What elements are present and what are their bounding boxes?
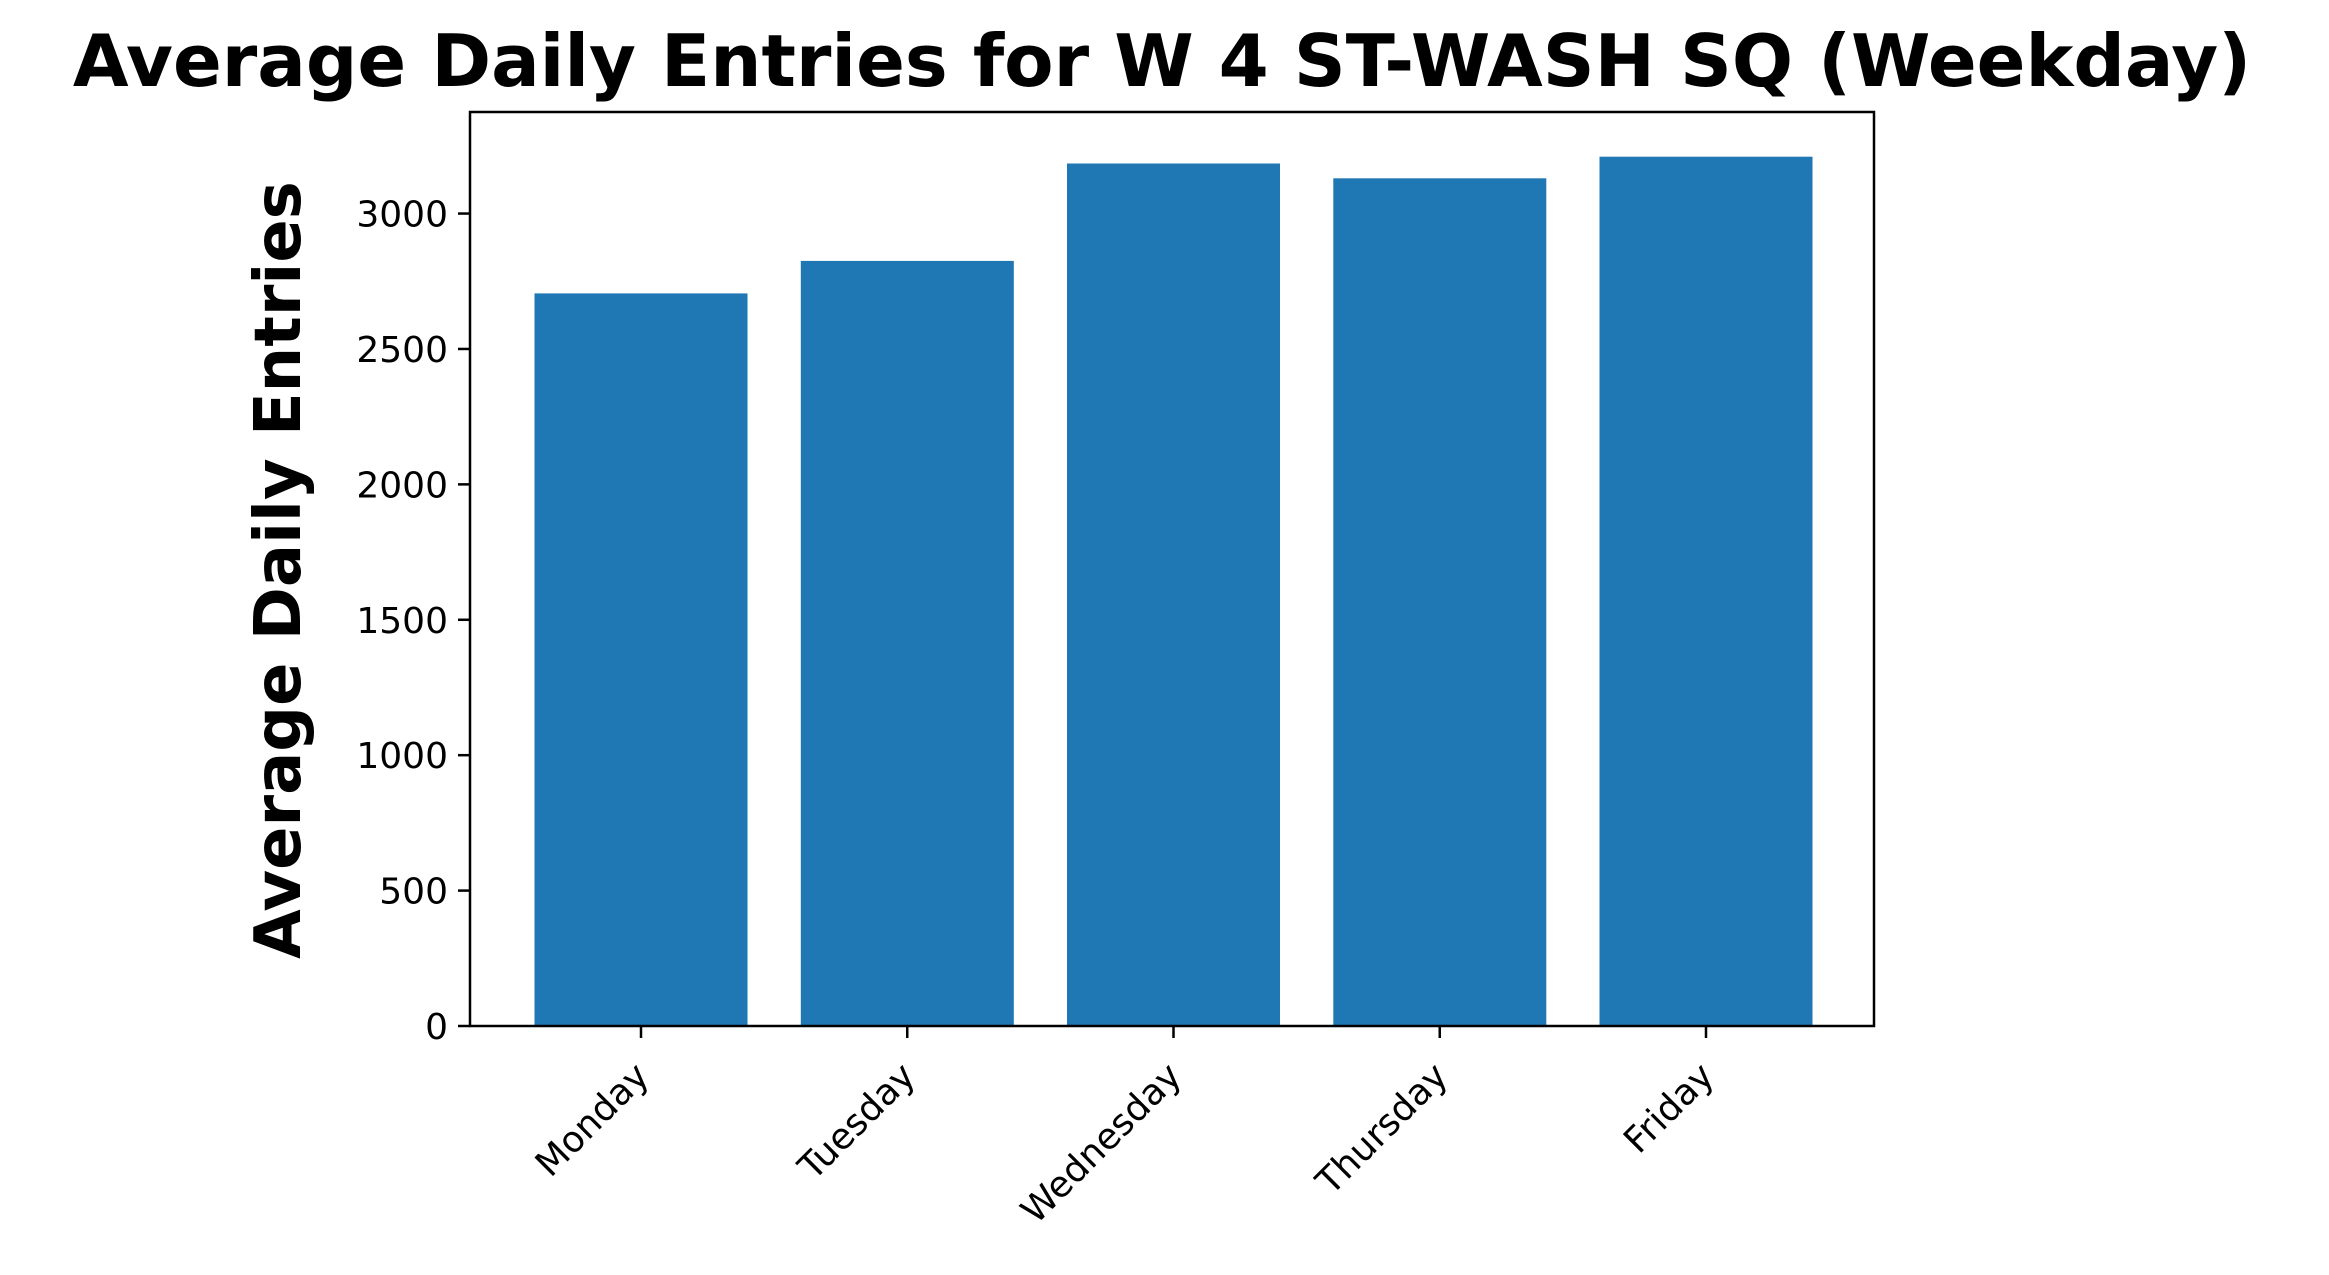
y-tick-label: 1000 <box>356 736 448 777</box>
y-tick-label: 2500 <box>356 330 448 371</box>
x-tick-label-tuesday: Tuesday <box>790 1055 923 1188</box>
y-axis-label: Average Daily Entries <box>242 181 316 959</box>
y-tick-label: 500 <box>379 872 448 913</box>
bar-thursday <box>1333 178 1547 1027</box>
y-tick-label: 3000 <box>356 195 448 236</box>
bar-friday <box>1599 156 1813 1026</box>
y-axis-ticks: 0 500 1000 1500 2000 2500 3000 <box>356 195 470 1048</box>
chart-title: Average Daily Entries for W 4 ST-WASH SQ… <box>73 19 2251 103</box>
bar-wednesday <box>1067 163 1280 1026</box>
x-tick-label-thursday: Thursday <box>1308 1055 1456 1203</box>
y-tick-label: 0 <box>425 1007 448 1048</box>
bars-group <box>534 156 1813 1027</box>
x-tick-label-wednesday: Wednesday <box>1013 1055 1189 1231</box>
x-axis-ticks: Monday Tuesday Wednesday Thursday Friday <box>528 1026 1722 1232</box>
x-tick-label-monday: Monday <box>528 1055 657 1184</box>
y-tick-label: 2000 <box>356 465 448 506</box>
x-tick-label-friday: Friday <box>1616 1055 1722 1161</box>
bar-tuesday <box>800 260 1014 1026</box>
plot-frame <box>468 110 1876 1028</box>
y-tick-label: 1500 <box>356 601 448 642</box>
bar-monday <box>534 293 748 1026</box>
